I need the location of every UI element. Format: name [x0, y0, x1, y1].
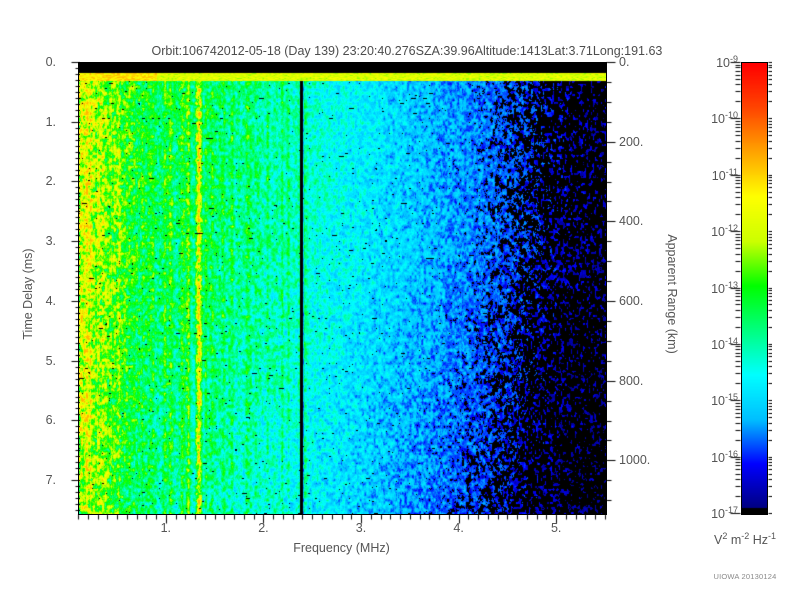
colorbar-labels: 10-9 10-10 10-11 10-12 10-13 10-14 10-15 10-16 1…	[690, 0, 738, 600]
colorbar-unit-label: V2 m-2 Hz-1	[713, 531, 777, 548]
y-axis-right-title: Apparent Range (km)	[665, 234, 679, 354]
y-axis-left-tick-label: 2.	[45, 174, 56, 189]
y-axis-right-tick-label: 800.	[619, 373, 644, 388]
y-axis-right-tick-label: 0.	[619, 55, 630, 69]
y-axis-right-tick-label: 1000.	[619, 453, 651, 468]
y-axis-left-tick-label: 1.	[45, 114, 56, 129]
header-orbit-label: Orbit:	[151, 44, 183, 58]
y-axis-right-ticks	[606, 56, 638, 519]
y-axis-left-tick-label: 4.	[45, 293, 56, 308]
header-sza-value: 39.96	[443, 44, 475, 58]
header-altitude-label: Altitude:	[474, 44, 520, 58]
y-axis-right-tick-label: 400.	[619, 214, 644, 229]
x-axis-tick-label: 5.	[550, 521, 562, 535]
colorbar-tick-label: 10-10	[711, 110, 738, 127]
figure-header: Orbit:106742012-05-18 (Day 139) 23:20:40…	[0, 30, 800, 72]
y-axis-left-tick-label: 3.	[45, 234, 56, 249]
x-axis-tick-label: 4.	[453, 521, 464, 535]
colorbar-ticks	[714, 56, 772, 519]
header-datetime: 2012-05-18 (Day 139) 23:20:40.276	[216, 44, 416, 58]
x-axis-tick-label: 3.	[355, 521, 367, 535]
y-axis-left-tick-label: 7.	[45, 473, 56, 488]
header-long-value: 191.63	[624, 44, 663, 58]
y-axis-left-tick-label: 5.	[45, 353, 56, 368]
colorbar-tick-label: 10-9	[716, 53, 738, 71]
x-axis-ticks	[72, 514, 612, 534]
x-axis-tick-label: 2.	[258, 521, 269, 535]
y-axis-left-ticks	[48, 56, 80, 519]
x-axis-title: Frequency (MHz)	[293, 541, 390, 555]
colorbar-tick-label: 10-13	[711, 279, 738, 296]
colorbar-tick-label: 10-17	[711, 504, 738, 522]
header-sza-label: SZA:	[415, 44, 444, 58]
header-altitude-value: 1413	[519, 44, 548, 58]
colorbar-tick-label: 10-16	[711, 448, 738, 465]
header-lat-label: Lat:	[547, 44, 569, 58]
y-axis-right-tick-label: 600.	[619, 294, 644, 309]
colorbar-tick-label: 10-15	[711, 392, 738, 409]
colorbar-tick-label: 10-11	[711, 166, 738, 183]
header-lat-value: 3.71	[568, 44, 593, 58]
y-axis-left-title: Time Delay (ms)	[21, 248, 35, 340]
y-axis-right-tick-label: 200.	[619, 134, 644, 149]
colorbar-tick-label: 10-12	[711, 223, 738, 240]
y-axis-left-tick-label: 6.	[45, 413, 56, 428]
header-orbit-value: 10674	[182, 44, 217, 58]
credit-text: UIOWA 20130124	[713, 572, 777, 581]
y-axis-left-tick-label: 0.	[45, 55, 56, 69]
colorbar-tick-label: 10-14	[711, 335, 738, 352]
x-axis-tick-label: 1.	[160, 521, 172, 535]
spectrogram-image	[79, 63, 606, 514]
header-long-label: Long:	[592, 44, 625, 58]
spectrogram-panel	[78, 62, 607, 515]
